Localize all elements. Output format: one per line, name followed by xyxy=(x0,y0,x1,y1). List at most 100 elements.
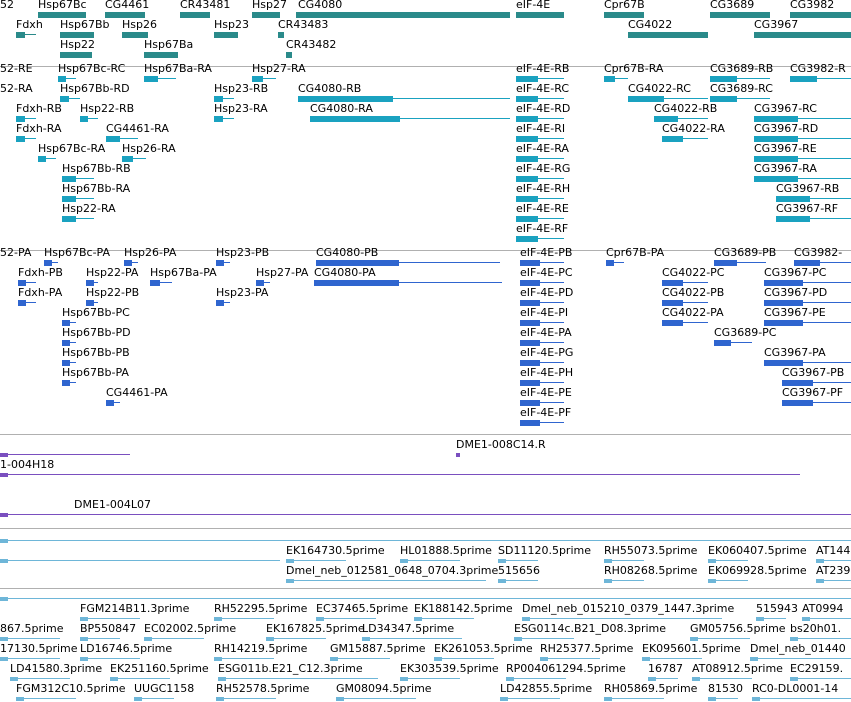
feature-label: RH52295.5prime xyxy=(214,602,308,615)
feature-label: LD34347.5prime xyxy=(362,622,455,635)
feature-line xyxy=(520,362,564,363)
feature-label: EC37465.5prime xyxy=(316,602,409,615)
feature-line xyxy=(60,98,80,99)
feature-block xyxy=(604,697,612,701)
feature-label: Cpr67B xyxy=(604,0,645,11)
gene-body xyxy=(144,52,178,58)
feature-block xyxy=(642,657,650,661)
feature-line xyxy=(310,118,510,119)
feature-label: 52-PA xyxy=(0,246,32,259)
feature-label: AT0994 xyxy=(802,602,844,615)
feature-label: Fdxh-RA xyxy=(16,122,62,135)
feature-line xyxy=(790,638,851,639)
feature-block xyxy=(604,579,612,583)
feature-line xyxy=(654,118,708,119)
feature-block xyxy=(628,96,664,102)
feature-label: eIF-4E-PF xyxy=(520,406,572,419)
feature-label: CG4461-RA xyxy=(106,122,169,135)
feature-label: Hsp23-PA xyxy=(216,286,269,299)
feature-label: Hsp67Bb-RD xyxy=(60,82,130,95)
feature-block xyxy=(782,400,813,406)
feature-block xyxy=(708,697,716,701)
feature-label: Hsp27-PA xyxy=(256,266,309,279)
gene-body xyxy=(252,12,280,18)
feature-line xyxy=(520,302,564,303)
feature-label: AT239 xyxy=(816,564,851,577)
feature-label: EC29159. xyxy=(790,662,844,675)
feature-block xyxy=(216,697,224,701)
feature-block xyxy=(0,637,8,641)
feature-line xyxy=(516,178,564,179)
feature-block xyxy=(514,637,522,641)
feature-block xyxy=(400,559,408,563)
feature-line xyxy=(0,658,60,659)
feature-line xyxy=(498,560,538,561)
feature-block xyxy=(316,260,399,266)
feature-line xyxy=(714,262,766,263)
feature-label: LD16746.5prime xyxy=(80,642,173,655)
feature-label: EK167825.5prime xyxy=(266,622,365,635)
feature-label: Hsp67Bb-RB xyxy=(62,162,131,175)
feature-line xyxy=(0,560,280,561)
feature-block xyxy=(62,320,70,326)
gene-body xyxy=(180,12,210,18)
feature-line xyxy=(16,698,76,699)
feature-line xyxy=(756,618,786,619)
feature-label: CG3967-PC xyxy=(764,266,827,279)
feature-block xyxy=(520,280,540,286)
feature-line xyxy=(692,678,752,679)
feature-label: 1-004H18 xyxy=(0,458,55,471)
feature-line xyxy=(266,638,326,639)
feature-line xyxy=(336,698,416,699)
feature-block xyxy=(540,657,548,661)
feature-block xyxy=(520,320,540,326)
feature-label: CG3967-PA xyxy=(764,346,826,359)
feature-label: CG3689 xyxy=(710,0,755,11)
feature-block xyxy=(16,116,25,122)
feature-block xyxy=(516,156,538,162)
feature-label: CG3967-RA xyxy=(754,162,817,175)
feature-line xyxy=(0,454,130,455)
feature-block xyxy=(0,453,8,457)
feature-label: CG3967-PB xyxy=(782,366,845,379)
feature-label: eIF-4E-RC xyxy=(516,82,570,95)
gene-body xyxy=(628,32,708,38)
feature-block xyxy=(782,380,813,386)
feature-block xyxy=(336,697,344,701)
feature-block xyxy=(18,280,26,286)
feature-block xyxy=(16,136,25,142)
feature-block xyxy=(80,657,88,661)
feature-label: CG4080 xyxy=(298,0,343,11)
gene-body xyxy=(790,12,851,18)
feature-line xyxy=(802,618,851,619)
feature-label: LD41580.3prime xyxy=(10,662,103,675)
feature-label: Cpr67B-RA xyxy=(604,62,664,75)
feature-line xyxy=(710,78,770,79)
feature-block xyxy=(606,260,614,266)
feature-line xyxy=(816,560,851,561)
feature-label: Hsp23-RB xyxy=(214,82,269,95)
feature-line xyxy=(782,382,851,383)
feature-block xyxy=(750,657,758,661)
feature-label: DME1-008C14.R xyxy=(456,438,546,451)
feature-block xyxy=(516,176,538,182)
feature-label: CG4022-RC xyxy=(628,82,691,95)
feature-block xyxy=(0,539,8,543)
feature-label: CG4461-PA xyxy=(106,386,168,399)
feature-block xyxy=(520,380,540,386)
feature-label: 52-RE xyxy=(0,62,33,75)
feature-block xyxy=(44,260,52,266)
feature-block xyxy=(86,280,94,286)
feature-line xyxy=(122,158,146,159)
feature-line xyxy=(330,658,390,659)
feature-line xyxy=(516,98,564,99)
feature-line xyxy=(520,402,564,403)
feature-line xyxy=(604,78,628,79)
feature-label: Hsp22-RA xyxy=(62,202,116,215)
feature-line xyxy=(750,658,851,659)
feature-label: 52-RA xyxy=(0,82,33,95)
feature-line xyxy=(776,218,851,219)
feature-line xyxy=(214,98,234,99)
feature-line xyxy=(18,302,36,303)
feature-line xyxy=(0,474,800,475)
